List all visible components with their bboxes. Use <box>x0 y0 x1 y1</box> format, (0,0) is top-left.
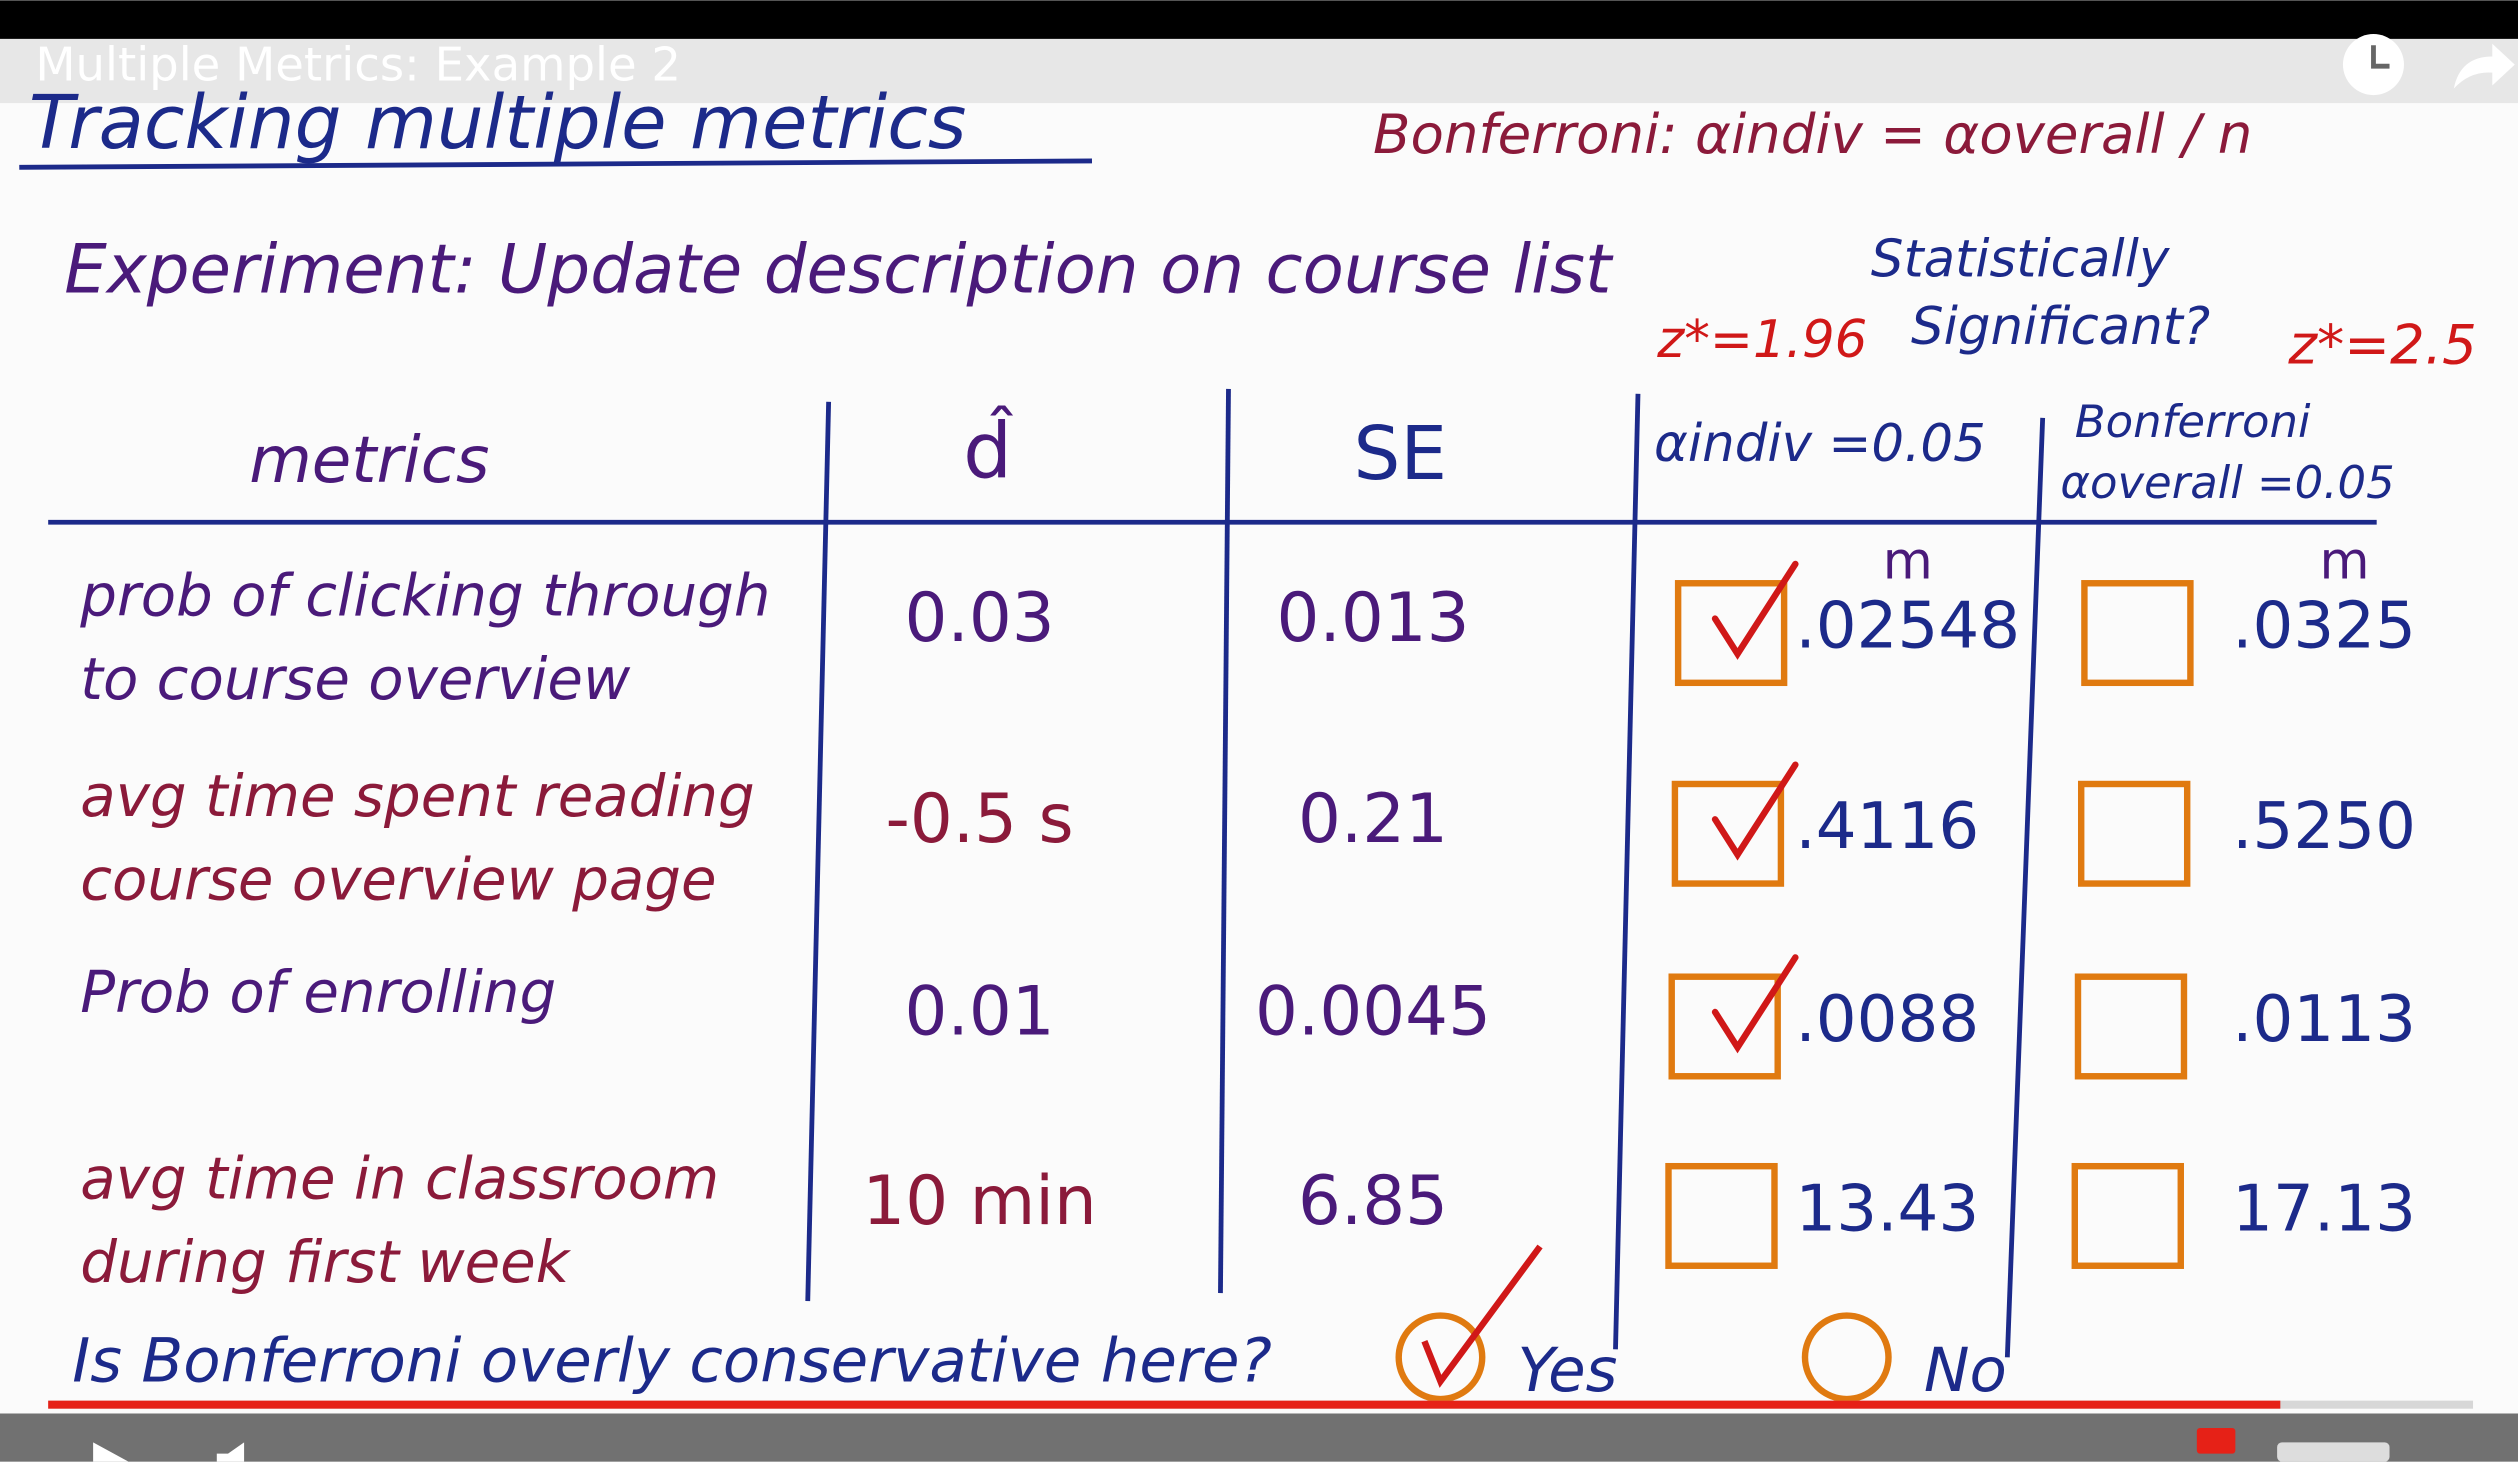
option-circle <box>1801 1312 1892 1403</box>
checkbox <box>2077 780 2191 887</box>
header: αoverall =0.05 <box>2060 456 2394 509</box>
bonferroni-formula: Bonferroni: αindiv = αoverall / n <box>1373 102 2252 166</box>
video-title[interactable]: Multiple Metrics: Example 2 <box>35 38 681 92</box>
m-value: .0113 <box>2232 982 2416 1057</box>
d-value: -0.5 s <box>886 779 1074 858</box>
m-value: 13.43 <box>1795 1171 1979 1246</box>
option-label: Yes <box>1518 1335 1618 1406</box>
table-rows: prob of clicking through to course overvi… <box>79 560 2416 1296</box>
experiment: Experiment: Update description on course… <box>64 230 1614 309</box>
youtube-logo[interactable] <box>2277 1442 2390 1462</box>
m-value: .0325 <box>2232 588 2416 663</box>
check-mark <box>1421 1244 1543 1388</box>
significance-line: Statistically <box>1871 230 2170 290</box>
se-value: 6.85 <box>1298 1161 1448 1240</box>
checkbox <box>2074 973 2188 1080</box>
volume-button[interactable] <box>216 1442 245 1462</box>
check-mark <box>1711 954 1799 1054</box>
z-value: z*=2.5 <box>2287 312 2476 376</box>
m-value: .02548 <box>1795 588 2020 663</box>
metric-label: to course overview <box>80 645 631 713</box>
significance-line: Significant? <box>1911 297 2210 357</box>
top-bar <box>0 0 2518 39</box>
heading-underline <box>19 158 1093 170</box>
metric-label: Prob of enrolling <box>80 958 556 1026</box>
header: SE <box>1354 411 1448 497</box>
checkbox <box>1674 580 1788 687</box>
header: metrics <box>249 423 489 498</box>
header: Bonferroni <box>2075 395 2311 448</box>
header: αindiv =0.05 <box>1654 414 1986 474</box>
check-mark <box>1711 761 1799 861</box>
checkbox <box>1668 973 1781 1080</box>
answer-options: Yes No <box>1395 1244 2007 1406</box>
metric-label: prob of clicking through <box>79 561 770 629</box>
se-value: 0.0045 <box>1255 972 1491 1051</box>
metric-label: during first week <box>80 1228 571 1296</box>
checkbox <box>1671 780 1785 887</box>
header: m <box>1883 531 1933 591</box>
watch-later-icon[interactable] <box>2342 34 2404 96</box>
play-button[interactable] <box>93 1442 129 1462</box>
se-value: 0.21 <box>1298 779 1448 858</box>
check-mark <box>1711 560 1799 660</box>
share-icon[interactable] <box>2453 43 2515 89</box>
control-bar <box>0 1413 2518 1462</box>
m-value: .5250 <box>2232 789 2416 864</box>
option-label: No <box>1924 1335 2007 1406</box>
question: Is Bonferroni overly conservative here? <box>72 1325 1272 1396</box>
metric-label: avg time spent reading <box>80 762 754 830</box>
checkbox <box>1665 1162 1778 1269</box>
checkbox <box>2081 580 2194 687</box>
z-value: z*=1.96 <box>1656 310 1867 370</box>
m-value: .4116 <box>1795 789 1979 864</box>
se-value: 0.013 <box>1276 578 1469 657</box>
header: d̂ <box>963 406 1014 496</box>
table-grid <box>48 388 2377 1358</box>
d-value: 0.01 <box>905 972 1055 1051</box>
heading: Tracking multiple metrics <box>29 80 966 166</box>
d-value: 10 min <box>862 1161 1096 1240</box>
option-circle <box>1395 1312 1486 1403</box>
metric-label: avg time in classroom <box>80 1144 719 1212</box>
progress-played[interactable] <box>48 1400 2281 1409</box>
d-value: 0.03 <box>905 578 1055 657</box>
m-value: 17.13 <box>2232 1171 2416 1246</box>
checkbox <box>2071 1162 2184 1269</box>
m-value: .0088 <box>1795 982 1979 1057</box>
title-shade <box>0 38 2518 104</box>
hd-badge[interactable] <box>2196 1427 2236 1454</box>
metric-label: course overview page <box>80 846 716 914</box>
header: m <box>2320 531 2370 591</box>
